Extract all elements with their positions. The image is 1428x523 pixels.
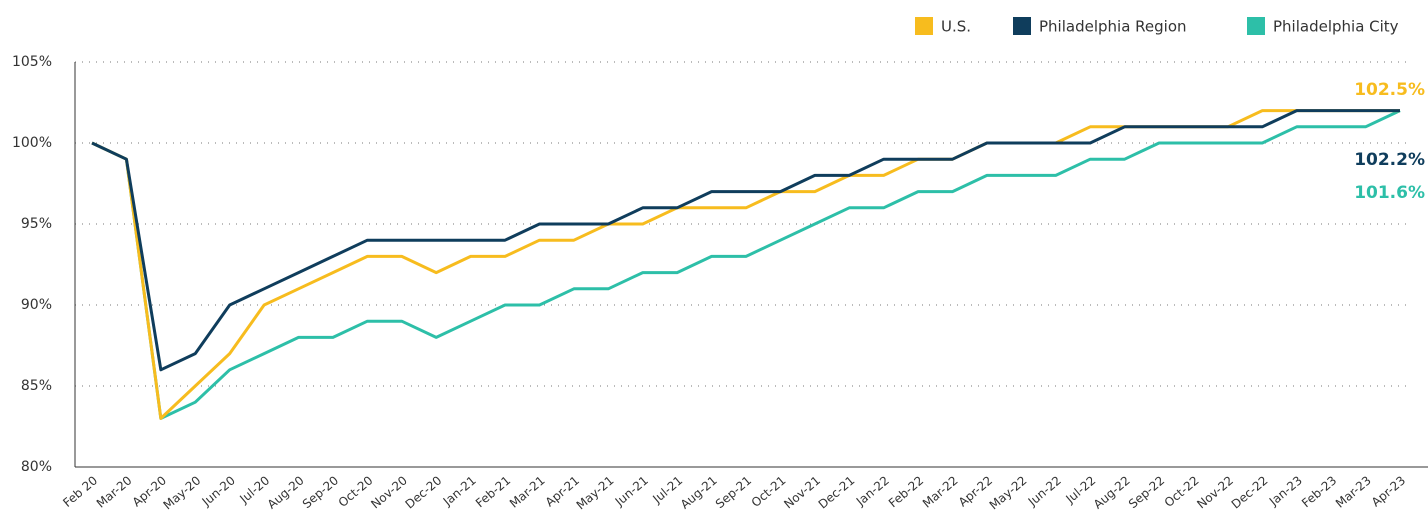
x-tick-label: Mar-20: [94, 473, 135, 510]
legend-swatch: [1013, 17, 1031, 35]
x-tick-label: Feb-21: [473, 473, 513, 510]
x-tick-label: Apr-23: [1369, 473, 1408, 509]
x-tick-label: Sep-20: [300, 473, 341, 511]
x-tick-label: Feb-22: [886, 473, 926, 510]
y-tick-label: 85%: [21, 378, 52, 394]
y-tick-label: 80%: [21, 459, 52, 475]
x-tick-label: Aug-21: [678, 473, 720, 511]
x-tick-label: Feb-23: [1299, 473, 1339, 510]
x-tick-label: Dec-21: [816, 473, 858, 511]
x-tick-label: Dec-22: [1229, 473, 1271, 511]
y-tick-label: 95%: [21, 216, 52, 232]
line-series: [91, 109, 1401, 420]
x-tick-label: Jan-23: [1266, 473, 1305, 509]
legend-label: Philadelphia City: [1273, 18, 1399, 36]
x-tick-label: Aug-20: [265, 473, 307, 511]
y-tick-label: 105%: [12, 54, 52, 70]
line-series: [91, 109, 1400, 372]
x-tick-label: Dec-20: [403, 473, 445, 511]
y-tick-label: 100%: [12, 135, 52, 151]
end-label: 101.6%: [1354, 183, 1425, 203]
end-label: 102.2%: [1354, 150, 1425, 170]
x-tick-label: Feb 20: [60, 473, 100, 510]
end-label: 102.5%: [1354, 80, 1425, 100]
x-tick-label: May-20: [161, 473, 204, 512]
x-tick-label: Jan-22: [853, 473, 892, 509]
legend-swatch: [1247, 17, 1265, 35]
x-tick-label: Jun-22: [1025, 473, 1064, 509]
legend-label: U.S.: [941, 18, 971, 36]
x-tick-label: Oct-22: [1162, 473, 1202, 510]
x-tick-label: Nov-20: [368, 473, 410, 511]
x-tick-label: May-22: [987, 473, 1030, 512]
x-tick-label: Mar-22: [920, 473, 961, 510]
x-tick-label: Aug-22: [1091, 473, 1133, 511]
x-tick-label: Oct-21: [749, 473, 789, 510]
x-tick-label: Mar-21: [507, 473, 548, 510]
legend-swatch: [915, 17, 933, 35]
y-tick-label: 90%: [21, 297, 52, 313]
x-tick-label: Jan-21: [440, 473, 479, 509]
x-tick-label: Jun-20: [199, 473, 238, 509]
x-tick-label: Jun-21: [612, 473, 651, 509]
x-tick-label: Mar-23: [1333, 473, 1374, 510]
x-tick-label: May-21: [574, 473, 617, 512]
x-tick-label: Sep-22: [1126, 473, 1167, 511]
x-tick-label: Nov-22: [1194, 473, 1236, 511]
line-series: [91, 109, 1400, 420]
x-tick-label: Nov-21: [781, 473, 823, 511]
x-tick-label: Sep-21: [713, 473, 754, 511]
legend-label: Philadelphia Region: [1039, 18, 1187, 36]
x-tick-label: Oct-20: [336, 473, 376, 510]
